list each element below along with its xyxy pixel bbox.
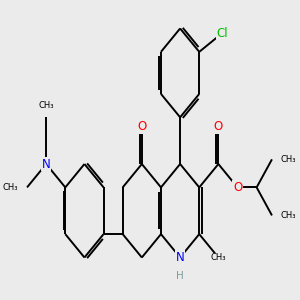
Text: O: O [233, 181, 242, 194]
Text: O: O [214, 120, 223, 133]
Text: CH₃: CH₃ [281, 211, 296, 220]
Text: CH₃: CH₃ [281, 155, 296, 164]
Text: CH₃: CH₃ [3, 183, 18, 192]
Text: H: H [176, 271, 184, 281]
Text: CH₃: CH₃ [211, 253, 226, 262]
Text: N: N [42, 158, 50, 170]
Text: N: N [176, 251, 184, 264]
Text: O: O [137, 120, 146, 133]
Text: Cl: Cl [216, 27, 228, 40]
Text: CH₃: CH₃ [38, 101, 54, 110]
